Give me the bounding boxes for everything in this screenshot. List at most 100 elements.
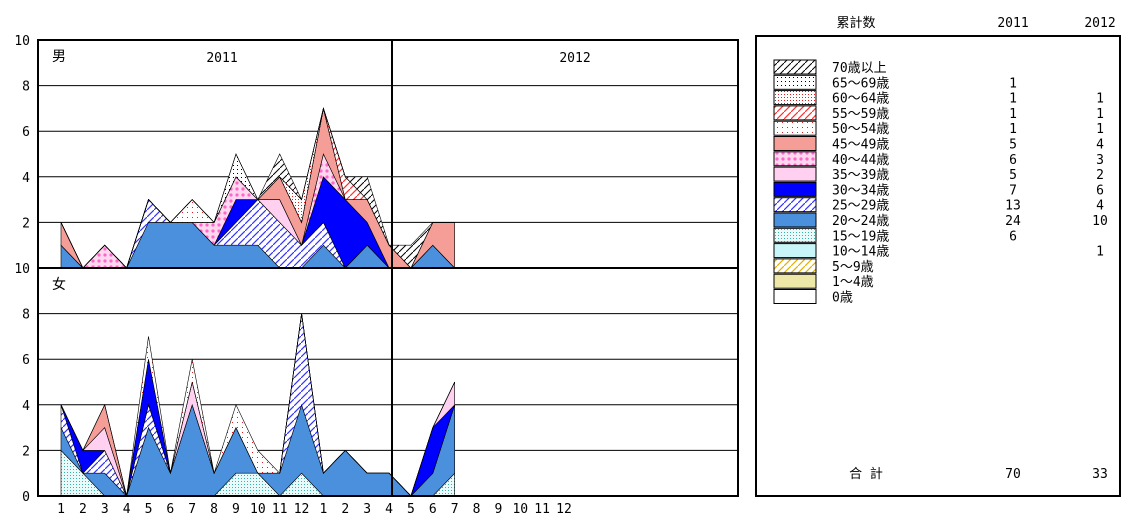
female-area-50-54 xyxy=(60,313,455,497)
x-tick-2: 2 xyxy=(79,502,87,517)
x-tick-23: 11 xyxy=(534,502,550,517)
x-tick-22: 10 xyxy=(512,502,528,517)
x-tick-16: 4 xyxy=(385,502,393,517)
x-tick-13: 1 xyxy=(320,502,328,517)
male-y-tick-2: 2 xyxy=(22,216,30,231)
legend-label-5-9: 5～9歳 xyxy=(832,260,874,275)
legend-2012-10-14: 1 xyxy=(1096,245,1104,260)
legend-header-2012: 2012 xyxy=(1084,16,1115,31)
legend-label-45-49: 45～49歳 xyxy=(832,138,889,153)
legend-label-25-29: 25～29歳 xyxy=(832,199,889,214)
legend-2011-30-34: 7 xyxy=(1009,183,1017,198)
female-y-tick-2: 2 xyxy=(22,444,30,459)
year-label-2012: 2012 xyxy=(559,51,590,66)
legend-2012-40-44: 3 xyxy=(1096,153,1104,168)
legend-swatch-65-69 xyxy=(773,74,817,90)
male-y-tick-4: 4 xyxy=(22,171,30,186)
male-y-tick-8: 8 xyxy=(22,80,30,95)
x-tick-24: 12 xyxy=(556,502,572,517)
legend-2012-45-49: 4 xyxy=(1096,138,1104,153)
legend-total-2012: 33 xyxy=(1092,467,1108,482)
legend-swatch-40-44 xyxy=(773,151,817,167)
legend-swatch-55-59 xyxy=(773,105,817,121)
legend-swatch-60-64 xyxy=(773,90,817,106)
x-tick-21: 9 xyxy=(494,502,502,517)
legend-label-50-54: 50～54歳 xyxy=(832,122,889,137)
legend-header-title: 累計数 xyxy=(836,15,875,31)
x-tick-19: 7 xyxy=(451,502,459,517)
legend-2011-55-59: 1 xyxy=(1009,107,1017,122)
male-panel-label: 男 xyxy=(52,49,66,65)
male-y-tick-10: 10 xyxy=(14,34,30,49)
legend-2011-40-44: 6 xyxy=(1009,153,1017,168)
legend-label-40-44: 40～44歳 xyxy=(832,153,889,168)
x-tick-9: 9 xyxy=(232,502,240,517)
legend-label-55-59: 55～59歳 xyxy=(832,107,889,122)
legend-label-15-19: 15～19歳 xyxy=(832,229,889,244)
legend-2011-60-64: 1 xyxy=(1009,92,1017,107)
female-y-tick-4: 4 xyxy=(22,399,30,414)
female-y-tick-0: 0 xyxy=(22,490,30,505)
legend-swatch-70 xyxy=(773,59,817,75)
legend-swatch-30-34 xyxy=(773,181,817,197)
legend-2012-60-64: 1 xyxy=(1096,92,1104,107)
legend-2011-35-39: 5 xyxy=(1009,168,1017,183)
legend-2011-65-69: 1 xyxy=(1009,76,1017,91)
x-tick-10: 10 xyxy=(250,502,266,517)
legend-label-10-14: 10～14歳 xyxy=(832,245,889,260)
legend-label-70: 70歳以上 xyxy=(832,61,887,76)
legend-label-35-39: 35～39歳 xyxy=(832,168,889,183)
legend-label-30-34: 30～34歳 xyxy=(832,183,889,198)
legend-label-0: 0歳 xyxy=(832,291,853,306)
legend-2012-25-29: 4 xyxy=(1096,199,1104,214)
legend-swatch-5-9 xyxy=(773,258,817,274)
legend-swatch-35-39 xyxy=(773,166,817,182)
x-tick-8: 8 xyxy=(210,502,218,517)
legend-label-65-69: 65～69歳 xyxy=(832,76,889,91)
legend-2011-50-54: 1 xyxy=(1009,122,1017,137)
legend-swatch-20-24 xyxy=(773,212,817,228)
legend-2012-30-34: 6 xyxy=(1096,183,1104,198)
legend-swatch-25-29 xyxy=(773,197,817,213)
legend-swatch-0 xyxy=(773,289,817,304)
x-tick-3: 3 xyxy=(101,502,109,517)
legend-swatch-1-4 xyxy=(773,273,817,289)
x-tick-17: 5 xyxy=(407,502,415,517)
legend-2012-20-24: 10 xyxy=(1092,214,1108,229)
x-tick-11: 11 xyxy=(272,502,288,517)
x-tick-1: 1 xyxy=(57,502,65,517)
legend-label-20-24: 20～24歳 xyxy=(832,214,889,229)
legend-2012-55-59: 1 xyxy=(1096,107,1104,122)
legend-2011-15-19: 6 xyxy=(1009,229,1017,244)
female-panel-label: 女 xyxy=(52,276,66,293)
x-tick-18: 6 xyxy=(429,502,437,517)
year-label-2011: 2011 xyxy=(206,51,237,66)
legend-2011-25-29: 13 xyxy=(1005,199,1021,214)
legend-total-2011: 70 xyxy=(1005,467,1021,482)
x-tick-15: 3 xyxy=(363,502,371,517)
female-y-tick-10: 10 xyxy=(14,262,30,277)
x-tick-7: 7 xyxy=(188,502,196,517)
x-tick-5: 5 xyxy=(145,502,153,517)
legend-total-label: 合 計 xyxy=(849,466,883,482)
female-y-tick-6: 6 xyxy=(22,353,30,368)
x-tick-20: 8 xyxy=(473,502,481,517)
legend-swatch-15-19 xyxy=(773,227,817,243)
x-tick-4: 4 xyxy=(123,502,131,517)
female-y-tick-8: 8 xyxy=(22,308,30,323)
legend-box xyxy=(755,35,1121,497)
male-area-70 xyxy=(60,107,455,269)
x-tick-14: 2 xyxy=(341,502,349,517)
legend-swatch-45-49 xyxy=(773,136,817,151)
legend-2011-45-49: 5 xyxy=(1009,138,1017,153)
x-tick-6: 6 xyxy=(166,502,174,517)
legend-header-2011: 2011 xyxy=(997,16,1028,31)
legend-2012-50-54: 1 xyxy=(1096,122,1104,137)
male-y-tick-6: 6 xyxy=(22,125,30,140)
legend-swatch-50-54 xyxy=(773,120,817,136)
legend-swatch-10-14 xyxy=(773,243,817,259)
x-tick-12: 12 xyxy=(294,502,310,517)
